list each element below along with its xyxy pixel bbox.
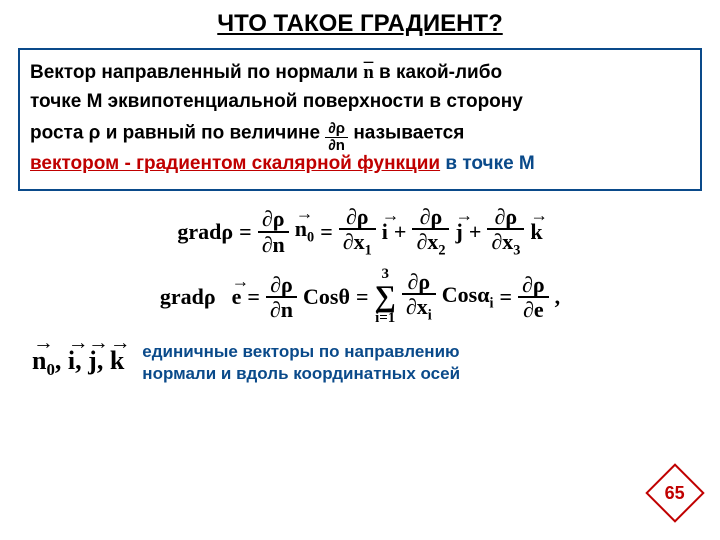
- eq-icon: =: [247, 284, 260, 310]
- f2-cos: Cosθ: [303, 284, 350, 310]
- j-vector-icon: j: [88, 346, 97, 376]
- k-vector-icon: k: [530, 219, 542, 245]
- page-number: 65: [665, 483, 685, 504]
- sum-icon: 3 ∑ i=1: [375, 268, 396, 325]
- f1-lhs: gradρ: [177, 219, 233, 245]
- def-l1b: в какой-либо: [379, 62, 502, 83]
- def-l1a: Вектор направленный по нормали: [30, 62, 363, 83]
- def-l4b: в точке М: [445, 153, 534, 174]
- k-vector-icon: k: [110, 346, 124, 376]
- f1-frac3: ∂ρ ∂x2: [412, 205, 449, 258]
- e-vector-icon: e: [232, 284, 242, 310]
- eq-icon: =: [499, 284, 512, 310]
- formula-1: gradρ = ∂ρ ∂n n0 = ∂ρ ∂x1 i + ∂ρ ∂x2 j +…: [20, 205, 700, 258]
- bottom-row: n0 , i, j, k единичные векторы по направ…: [0, 335, 720, 385]
- n0-vector-icon: n0: [32, 346, 55, 380]
- vectors-list: n0 , i, j, k: [32, 346, 124, 380]
- f1-frac1: ∂ρ ∂n: [258, 207, 289, 255]
- eq-icon: =: [320, 219, 333, 245]
- i-vector-icon: i: [68, 346, 75, 376]
- bottom-caption: единичные векторы по направлению нормали…: [142, 341, 460, 385]
- f2-frac1: ∂ρ ∂n: [266, 273, 297, 321]
- def-line4: вектором - градиентом скалярной функции …: [30, 149, 690, 178]
- caption-l2: нормали и вдоль координатных осей: [142, 363, 460, 385]
- inline-fraction: ∂ρ ∂n: [325, 121, 348, 154]
- f1-frac2: ∂ρ ∂x1: [339, 205, 376, 258]
- def-line1: Вектор направленный по нормали n в какой…: [30, 58, 690, 87]
- inline-frac-den: ∂n: [325, 138, 348, 154]
- f1-frac4: ∂ρ ∂x3: [487, 205, 524, 258]
- def-line3: роста ρ и равный по величине ∂ρ ∂n назыв…: [30, 117, 690, 150]
- f2-lhs: gradρ: [160, 284, 216, 310]
- page-title: ЧТО ТАКОЕ ГРАДИЕНТ?: [0, 0, 720, 38]
- definition-box: Вектор направленный по нормали n в какой…: [18, 48, 702, 191]
- f2-comma: ,: [555, 284, 561, 310]
- page-number-badge: 65: [645, 463, 704, 522]
- def-line2: точке М эквипотенциальной поверхности в …: [30, 87, 690, 116]
- def-l3a: роста ρ и равный по величине: [30, 122, 325, 143]
- j-vector-icon: j: [455, 219, 462, 245]
- formula-2: gradρ e = ∂ρ ∂n Cosθ = 3 ∑ i=1 ∂ρ ∂xi Co…: [20, 268, 700, 325]
- def-l4a: вектором - градиентом скалярной функции: [30, 153, 440, 174]
- i-vector-icon: i: [382, 219, 388, 245]
- n0-vector-icon: n0: [295, 216, 314, 246]
- formula-area: gradρ = ∂ρ ∂n n0 = ∂ρ ∂x1 i + ∂ρ ∂x2 j +…: [0, 199, 720, 325]
- inline-frac-num: ∂ρ: [325, 121, 348, 138]
- f2-frac3: ∂ρ ∂e: [518, 273, 549, 321]
- eq-icon: =: [239, 219, 252, 245]
- f2-cosa: Cosαi: [442, 282, 494, 312]
- def-l3b: называется: [353, 122, 464, 143]
- eq-icon: =: [356, 284, 369, 310]
- sigma-icon: ∑: [375, 282, 396, 312]
- f2-frac2: ∂ρ ∂xi: [402, 270, 436, 323]
- caption-l1: единичные векторы по направлению: [142, 341, 460, 363]
- n-bar-icon: n: [363, 58, 374, 87]
